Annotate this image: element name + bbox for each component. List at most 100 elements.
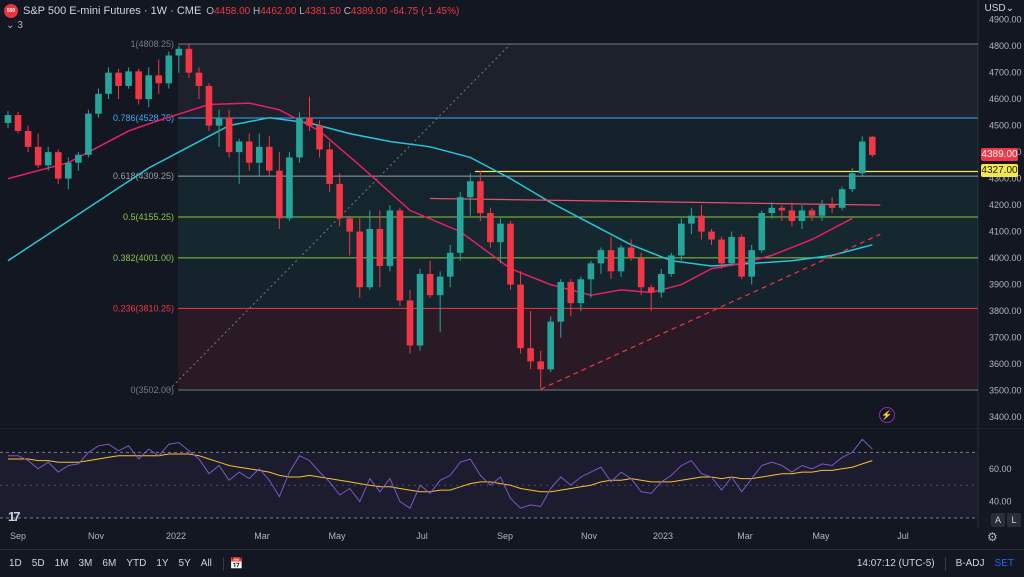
price-scale-label: 3900.00 bbox=[989, 280, 1022, 290]
rsi-signal-line bbox=[8, 453, 873, 493]
candle bbox=[105, 67, 112, 100]
candle-body bbox=[718, 239, 725, 264]
candle-body bbox=[235, 141, 243, 153]
main-chart[interactable]: 1(4808.25) 0.786(4528.75) 0.618(4309.25) 0.… bbox=[0, 0, 1024, 430]
currency-selector[interactable]: USD⌄ bbox=[984, 3, 1014, 14]
candle bbox=[125, 67, 132, 89]
time-axis[interactable]: Sep Nov 2022 Mar May Jul Sep Nov 2023 Mar May Jul bbox=[0, 528, 978, 548]
candle bbox=[848, 168, 856, 192]
candle-body bbox=[798, 210, 806, 222]
candle-body bbox=[858, 141, 866, 174]
candle-body bbox=[698, 215, 705, 232]
price-scale-label: 3400.00 bbox=[989, 412, 1022, 422]
candle bbox=[607, 236, 615, 280]
symbol-title[interactable]: S&P 500 E-mini Futures · 1W · CME bbox=[23, 5, 202, 17]
bottom-toolbar: 1D 5D 1M 3M 6M YTD 1Y 5Y All 📅 14:07:12 (UTC-5) … bbox=[0, 549, 1024, 577]
candle bbox=[286, 152, 293, 222]
indicators-toggle[interactable]: ⌄ 3 bbox=[6, 20, 23, 31]
candle-body bbox=[24, 130, 32, 147]
candle-body bbox=[266, 146, 273, 171]
candle bbox=[416, 268, 424, 351]
log-scale-button[interactable]: L bbox=[1007, 513, 1021, 527]
candle-body bbox=[316, 125, 323, 150]
candle bbox=[668, 252, 675, 277]
adjust-button[interactable]: B-ADJ bbox=[955, 558, 985, 569]
calendar-icon[interactable]: 📅 bbox=[229, 558, 244, 570]
rsi-line bbox=[8, 438, 873, 509]
candle bbox=[577, 276, 585, 312]
timeframe-button[interactable]: 1M bbox=[54, 558, 69, 569]
time-axis-label: May bbox=[328, 531, 346, 541]
candle bbox=[758, 210, 766, 253]
candle-body bbox=[276, 170, 283, 219]
gear-icon[interactable]: ⚙ bbox=[987, 530, 998, 544]
candle bbox=[245, 133, 253, 171]
candle bbox=[828, 197, 836, 214]
time-axis-label: 2023 bbox=[652, 531, 674, 541]
candle-body bbox=[477, 181, 484, 214]
candle bbox=[115, 68, 122, 100]
candle-body bbox=[848, 173, 856, 190]
candle-body bbox=[65, 162, 72, 179]
timeframe-group: 1D 5D 1M 3M 6M YTD 1Y 5Y All bbox=[0, 558, 217, 569]
candle bbox=[205, 83, 213, 131]
candle bbox=[517, 271, 524, 354]
timeframe-button[interactable]: 3M bbox=[78, 558, 93, 569]
candle-body bbox=[165, 55, 173, 84]
timeframe-button[interactable]: 6M bbox=[102, 558, 117, 569]
candle bbox=[145, 67, 152, 108]
timeframe-button[interactable]: 5D bbox=[31, 558, 45, 569]
candle bbox=[185, 44, 193, 78]
candle-body bbox=[436, 276, 444, 296]
candle-body bbox=[748, 250, 755, 277]
candle bbox=[225, 109, 233, 158]
candle-body bbox=[758, 213, 766, 251]
candle bbox=[366, 210, 374, 290]
price-scale-label: 3500.00 bbox=[989, 386, 1022, 396]
candle bbox=[858, 136, 866, 176]
candle bbox=[477, 170, 484, 222]
candle bbox=[406, 289, 414, 354]
fib-level-label: 0.786(4528.75) bbox=[113, 113, 174, 123]
resistance-trend-line bbox=[430, 197, 881, 206]
candle bbox=[818, 199, 826, 222]
fib-zone bbox=[178, 308, 978, 390]
candle-body bbox=[205, 85, 213, 126]
time-axis-label: Mar bbox=[254, 531, 270, 541]
last-price-tag: 4389.00 bbox=[981, 148, 1018, 161]
session-button[interactable]: SET bbox=[994, 558, 1014, 569]
candle-body bbox=[195, 72, 203, 86]
timeframe-button[interactable]: All bbox=[200, 558, 212, 569]
tradingview-logo-icon: 17 bbox=[8, 509, 21, 524]
candle bbox=[557, 279, 565, 338]
candle bbox=[778, 205, 786, 222]
candle-body bbox=[115, 72, 122, 86]
rsi-scale-label: 60.00 bbox=[989, 464, 1012, 474]
candle bbox=[678, 218, 685, 261]
candle bbox=[95, 88, 102, 118]
lightning-icon[interactable]: ⚡ bbox=[879, 407, 895, 423]
candle-body bbox=[577, 279, 585, 304]
candle bbox=[688, 207, 695, 235]
candle bbox=[215, 109, 223, 147]
auto-scale-button[interactable]: A bbox=[991, 513, 1005, 527]
candle bbox=[65, 157, 72, 190]
rsi-pane[interactable]: 60.00 40.00 bbox=[0, 428, 1024, 528]
candle bbox=[507, 221, 514, 290]
candle bbox=[597, 247, 605, 274]
candle-body bbox=[838, 189, 846, 208]
clock[interactable]: 14:07:12 (UTC-5) bbox=[856, 558, 935, 569]
candle bbox=[497, 218, 504, 264]
timeframe-button[interactable]: 1D bbox=[9, 558, 22, 569]
time-axis-label: Nov bbox=[87, 531, 105, 541]
timeframe-button[interactable]: YTD bbox=[126, 558, 147, 569]
time-axis-label: Jul bbox=[416, 531, 428, 541]
candle-body bbox=[617, 247, 625, 272]
rsi-scale-label: 40.00 bbox=[989, 497, 1012, 507]
candle-body bbox=[185, 48, 193, 73]
timeframe-button[interactable]: 5Y bbox=[178, 558, 191, 569]
timeframe-button[interactable]: 1Y bbox=[156, 558, 169, 569]
candle bbox=[376, 210, 384, 288]
price-scale-label: 4800.00 bbox=[989, 41, 1022, 51]
candle bbox=[426, 260, 434, 298]
